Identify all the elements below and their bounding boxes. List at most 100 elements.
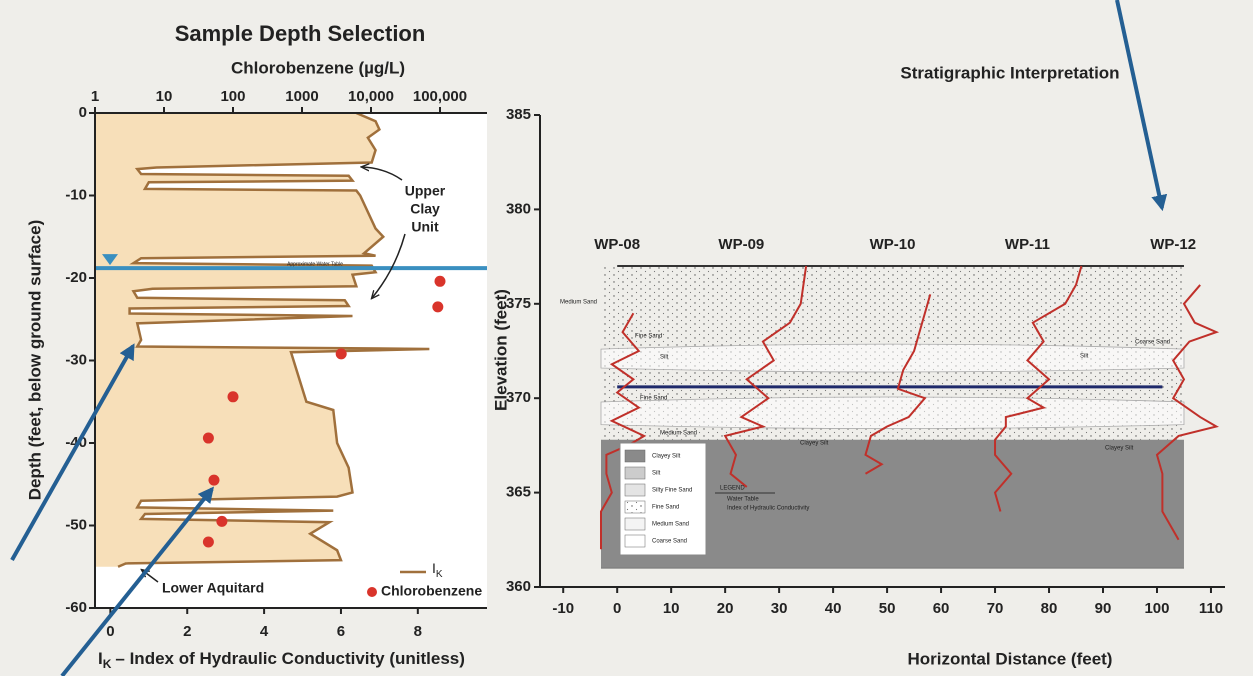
chlorobenzene-point	[335, 348, 347, 360]
x-tick-label: 80	[1041, 600, 1058, 617]
chlorobenzene-point	[202, 536, 214, 548]
water-table-symbol	[102, 254, 118, 266]
legend-label: Fine Sand	[652, 505, 679, 511]
y-tick-label: -10	[65, 186, 87, 203]
water-table-label: Approximate Water Table	[287, 261, 343, 267]
legend-title: LEGEND	[720, 486, 745, 492]
x-tick-label: 0	[106, 623, 114, 640]
well-label: WP-10	[870, 236, 916, 253]
y-tick-label: 370	[506, 389, 531, 406]
x-tick-label: 40	[825, 600, 842, 617]
y-tick-label: -30	[65, 351, 87, 368]
x-tick-label: 70	[987, 600, 1004, 617]
x-tick-label: 0	[613, 600, 621, 617]
unit-label: Silt	[660, 355, 669, 361]
well-label: WP-09	[718, 236, 764, 253]
x-tick-label: 6	[337, 623, 345, 640]
unit-label: Medium Sand	[560, 300, 597, 306]
legend-label: Medium Sand	[652, 522, 689, 528]
callout-arrow	[10, 343, 135, 561]
y-tick-label: 375	[506, 295, 531, 312]
annotation-arrow	[372, 233, 406, 298]
chlorobenzene-point	[216, 515, 228, 527]
chlorobenzene-point	[202, 432, 214, 444]
x-label-text: – Index of Hydraulic Conductivity (unitl…	[115, 649, 465, 668]
x-label-subscript: K	[103, 657, 112, 671]
y-axis-label: Depth (feet, below ground surface)	[25, 220, 44, 501]
x-tick-label: 60	[933, 600, 950, 617]
y-tick-label: 360	[506, 578, 531, 595]
x-axis-label: IK – Index of Hydraulic Conductivity (uni…	[98, 649, 465, 671]
x2-axis-label: Chlorobenzene (µg/L)	[231, 58, 405, 77]
chlorobenzene-point	[434, 275, 446, 287]
unit-label: Fine Sand	[640, 396, 667, 402]
chlorobenzene-point	[227, 391, 239, 403]
annotation: Upper	[405, 183, 446, 199]
x-tick-label: 30	[771, 600, 788, 617]
profile-line	[117, 111, 430, 568]
legend-swatch	[624, 466, 646, 480]
y-tick-label: 0	[79, 104, 87, 121]
x2-tick-label: 1000	[285, 88, 318, 105]
callout-arrow	[1115, 0, 1168, 212]
x-axis-label: Horizontal Distance (feet)	[908, 649, 1113, 668]
y-tick-label: 380	[506, 200, 531, 217]
legend-label: Water Table	[727, 497, 759, 503]
annotation: Clay	[410, 201, 440, 217]
ik-curve	[723, 265, 808, 488]
annotation: Unit	[411, 219, 439, 235]
legend-label: Coarse Sand	[652, 539, 687, 545]
y-tick-label: 365	[506, 484, 531, 501]
x-label-symbol: I	[98, 649, 103, 668]
chlorobenzene-point	[432, 301, 444, 313]
well-label: WP-12	[1150, 236, 1196, 253]
ik-curve	[864, 294, 932, 475]
x2-tick-label: 10,000	[348, 88, 394, 105]
legend-swatch	[624, 500, 646, 514]
legend-swatch	[624, 449, 646, 463]
legend-label: Silt	[652, 471, 661, 477]
well-label: WP-08	[594, 236, 640, 253]
legend-swatch	[624, 534, 646, 548]
annotation: Lower Aquitard	[162, 580, 264, 596]
annotation-arrow	[362, 167, 403, 181]
legend-label: Silty Fine Sand	[652, 488, 692, 494]
x-tick-label: 110	[1199, 600, 1223, 617]
x-tick-label: 100	[1144, 600, 1169, 617]
x2-tick-label: 10	[156, 88, 173, 105]
unit-label: Clayey Silt	[1105, 446, 1134, 452]
chart-title: Stratigraphic Interpretation	[900, 63, 1119, 82]
x-tick-label: 8	[414, 623, 422, 640]
legend-label: IK	[432, 560, 443, 580]
legend-symbol: I	[432, 560, 436, 576]
unit-label: Coarse Sand	[1135, 340, 1170, 346]
ik-curve	[599, 312, 647, 550]
unit-label: Fine Sand	[635, 334, 662, 340]
x-tick-label: 10	[663, 600, 680, 617]
x2-tick-label: 100	[220, 88, 245, 105]
legend-label: Chlorobenzene	[381, 583, 482, 599]
ik-curve	[993, 265, 1083, 512]
callout-arrow	[60, 486, 215, 676]
x-tick-label: 90	[1095, 600, 1112, 617]
unit-label: Medium Sand	[660, 431, 697, 437]
x-tick-label: 4	[260, 623, 269, 640]
chart-title: Sample Depth Selection	[175, 21, 426, 46]
unit-label: Silt	[1080, 354, 1089, 360]
y-tick-label: -50	[65, 516, 87, 533]
legend-swatch	[624, 517, 646, 531]
x2-tick-label: 100,000	[413, 88, 467, 105]
x2-tick-label: 1	[91, 88, 99, 105]
left-chart: Sample Depth Selection Chlorobenzene (µg/…	[25, 21, 487, 671]
legend-subscript: K	[436, 569, 443, 580]
x-tick-label: 50	[879, 600, 896, 617]
legend-label: Index of Hydraulic Conductivity	[727, 506, 809, 512]
legend-label: Clayey Silt	[652, 454, 681, 460]
chlorobenzene-point	[208, 474, 220, 486]
y-tick-label: 385	[506, 106, 531, 123]
x-tick-label: -10	[552, 600, 574, 617]
profile-fill	[95, 113, 430, 567]
y-tick-label: -20	[65, 269, 87, 286]
legend-dot	[367, 587, 377, 597]
